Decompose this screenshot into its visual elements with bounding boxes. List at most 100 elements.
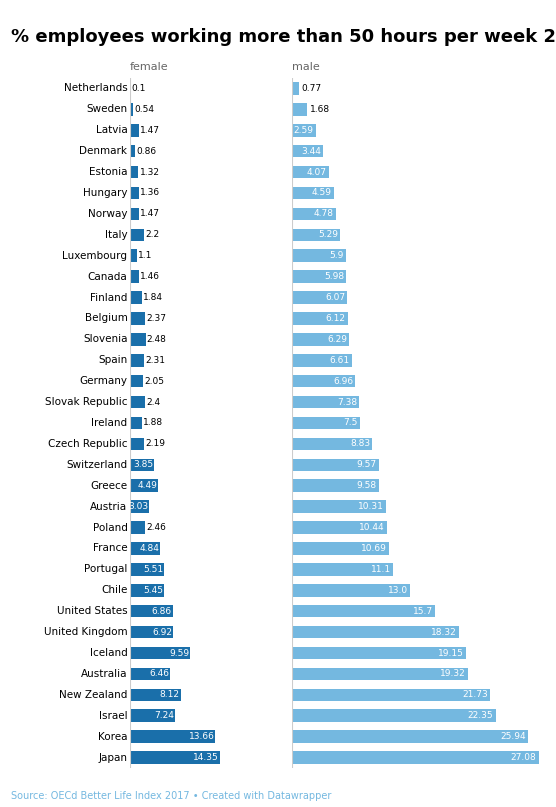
Bar bbox=[130, 646, 190, 659]
Bar bbox=[292, 625, 459, 638]
Text: 4.59: 4.59 bbox=[311, 189, 331, 198]
Text: Slovak Republic: Slovak Republic bbox=[45, 397, 127, 407]
Text: female: female bbox=[130, 62, 168, 73]
Bar bbox=[130, 165, 138, 178]
Text: 1.46: 1.46 bbox=[140, 272, 160, 281]
Text: 1.47: 1.47 bbox=[141, 209, 161, 219]
Text: 4.78: 4.78 bbox=[313, 209, 333, 219]
Text: 13.0: 13.0 bbox=[388, 586, 408, 595]
Text: 4.07: 4.07 bbox=[307, 168, 327, 177]
Bar bbox=[292, 354, 352, 366]
Bar bbox=[130, 145, 135, 157]
Text: 1.47: 1.47 bbox=[141, 126, 161, 135]
Text: Finland: Finland bbox=[90, 293, 127, 303]
Bar bbox=[130, 270, 139, 283]
Text: 6.07: 6.07 bbox=[325, 293, 345, 302]
Bar bbox=[292, 249, 346, 262]
Text: 6.92: 6.92 bbox=[152, 628, 172, 637]
Bar bbox=[130, 521, 145, 533]
Bar bbox=[130, 249, 137, 262]
Text: 6.46: 6.46 bbox=[150, 670, 170, 679]
Text: Italy: Italy bbox=[105, 230, 127, 240]
Bar bbox=[292, 479, 379, 492]
Text: 2.05: 2.05 bbox=[144, 377, 164, 386]
Bar bbox=[130, 500, 149, 513]
Text: 19.32: 19.32 bbox=[440, 670, 466, 679]
Text: 6.29: 6.29 bbox=[327, 335, 347, 344]
Text: 13.66: 13.66 bbox=[188, 732, 215, 741]
Text: 21.73: 21.73 bbox=[462, 690, 488, 700]
Bar bbox=[292, 186, 334, 199]
Text: Latvia: Latvia bbox=[96, 125, 127, 136]
Text: 1.84: 1.84 bbox=[143, 293, 163, 302]
Text: Netherlands: Netherlands bbox=[63, 83, 127, 94]
Text: Canada: Canada bbox=[88, 272, 127, 282]
Text: 9.59: 9.59 bbox=[169, 649, 189, 658]
Text: male: male bbox=[292, 62, 320, 73]
Bar bbox=[292, 688, 490, 701]
Text: 2.59: 2.59 bbox=[294, 126, 314, 135]
Bar bbox=[130, 103, 133, 115]
Text: 27.08: 27.08 bbox=[510, 753, 537, 762]
Text: Slovenia: Slovenia bbox=[83, 334, 127, 345]
Bar bbox=[292, 584, 410, 596]
Bar bbox=[292, 228, 340, 241]
Text: 2.48: 2.48 bbox=[147, 335, 167, 344]
Text: Czech Republic: Czech Republic bbox=[48, 439, 127, 449]
Text: United States: United States bbox=[57, 606, 127, 617]
Bar bbox=[130, 207, 139, 220]
Text: France: France bbox=[93, 543, 127, 554]
Text: 7.24: 7.24 bbox=[155, 711, 175, 720]
Text: 0.86: 0.86 bbox=[137, 147, 157, 156]
Bar bbox=[292, 165, 329, 178]
Bar bbox=[130, 709, 175, 722]
Text: Japan: Japan bbox=[98, 753, 127, 763]
Text: 11.1: 11.1 bbox=[371, 565, 391, 574]
Bar bbox=[130, 354, 145, 366]
Text: Iceland: Iceland bbox=[90, 648, 127, 658]
Text: 9.57: 9.57 bbox=[357, 460, 377, 470]
Text: 19.15: 19.15 bbox=[438, 649, 464, 658]
Bar bbox=[130, 395, 145, 408]
Text: 2.2: 2.2 bbox=[145, 230, 159, 240]
Text: 7.38: 7.38 bbox=[337, 398, 357, 407]
Text: 0.77: 0.77 bbox=[302, 84, 322, 93]
Bar bbox=[292, 207, 335, 220]
Text: 5.98: 5.98 bbox=[324, 272, 344, 281]
Text: 2.46: 2.46 bbox=[147, 523, 166, 532]
Text: 8.83: 8.83 bbox=[350, 439, 370, 449]
Text: 8.12: 8.12 bbox=[160, 690, 180, 700]
Text: Poland: Poland bbox=[92, 523, 127, 533]
Text: 0.54: 0.54 bbox=[135, 105, 155, 114]
Bar bbox=[130, 625, 173, 638]
Bar bbox=[130, 688, 181, 701]
Text: 3.85: 3.85 bbox=[133, 460, 153, 470]
Text: 3.03: 3.03 bbox=[128, 502, 148, 511]
Bar bbox=[130, 375, 143, 387]
Text: Source: OECd Better Life Index 2017 • Created with Datawrapper: Source: OECd Better Life Index 2017 • Cr… bbox=[11, 791, 331, 801]
Text: Estonia: Estonia bbox=[89, 167, 127, 177]
Text: New Zealand: New Zealand bbox=[59, 690, 127, 700]
Bar bbox=[130, 82, 131, 94]
Bar bbox=[292, 521, 387, 533]
Bar bbox=[292, 667, 468, 680]
Bar bbox=[292, 605, 435, 617]
Text: 6.86: 6.86 bbox=[152, 607, 172, 616]
Bar bbox=[130, 584, 164, 596]
Text: Norway: Norway bbox=[88, 209, 127, 219]
Text: Chile: Chile bbox=[101, 585, 127, 596]
Text: 14.35: 14.35 bbox=[193, 753, 219, 762]
Bar bbox=[130, 479, 158, 492]
Text: Australia: Australia bbox=[81, 669, 127, 679]
Text: Austria: Austria bbox=[90, 502, 127, 512]
Text: 22.35: 22.35 bbox=[468, 711, 493, 720]
Text: 6.61: 6.61 bbox=[330, 356, 350, 365]
Bar bbox=[292, 333, 349, 345]
Text: Denmark: Denmark bbox=[80, 146, 127, 157]
Text: 6.12: 6.12 bbox=[325, 314, 345, 323]
Text: 3.44: 3.44 bbox=[301, 147, 321, 156]
Bar bbox=[130, 605, 173, 617]
Bar bbox=[292, 563, 393, 575]
Bar bbox=[130, 124, 139, 136]
Text: 10.69: 10.69 bbox=[361, 544, 387, 553]
